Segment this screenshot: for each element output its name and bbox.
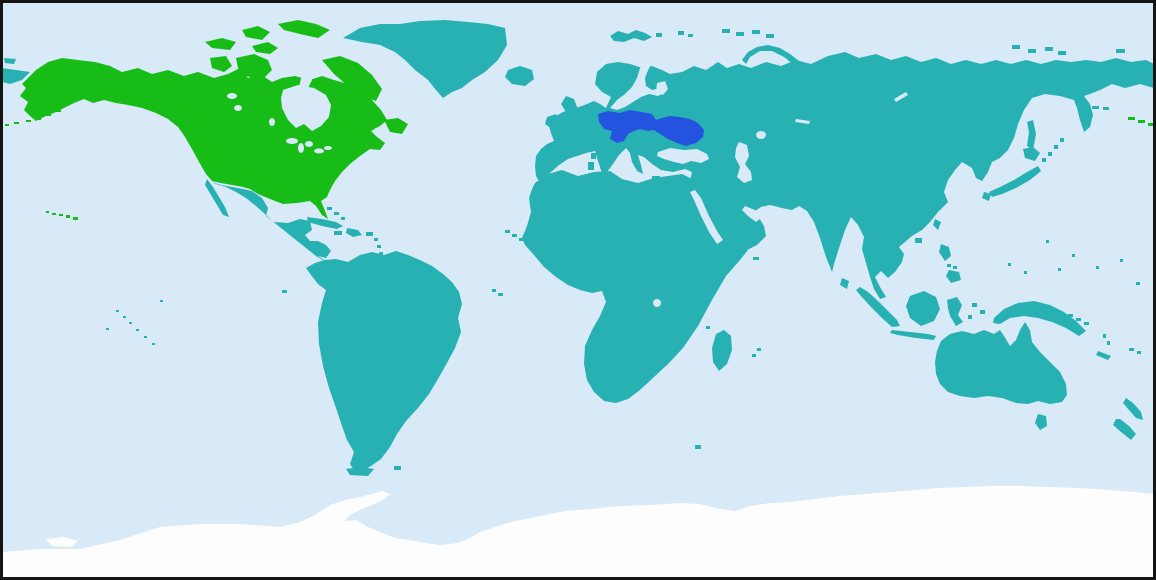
lake-erie (314, 148, 324, 154)
sumatra (856, 287, 900, 327)
greenland (343, 20, 507, 98)
sakhalin (1027, 120, 1036, 150)
chukotka-left-edge (2, 68, 30, 84)
new-zealand-north (1123, 398, 1143, 420)
japan-kyushu (982, 192, 991, 201)
baffin-island (322, 56, 382, 101)
lake-victoria (653, 299, 661, 307)
antarctic-island (46, 537, 78, 547)
gulf-of-st-lawrence (374, 125, 387, 136)
aral-sea (756, 131, 766, 139)
lake-huron (305, 141, 313, 147)
arctic-islands (656, 29, 1125, 55)
antarctica-group (2, 486, 1154, 578)
lake-balkhash (795, 119, 810, 124)
mexico-central-america (212, 182, 352, 272)
taiwan-hainan (915, 219, 941, 243)
blue-region-group (598, 110, 704, 146)
hudson-bay (281, 72, 331, 131)
new-zealand-south (1113, 419, 1136, 440)
japan-honshu (989, 166, 1041, 197)
white-sea (656, 81, 668, 95)
inland-water-group (227, 57, 908, 307)
germany-poland-ukraine (598, 110, 704, 146)
borneo (906, 291, 940, 326)
persian-gulf (742, 206, 761, 222)
lake-baikal (894, 92, 908, 102)
great-slave-lake (234, 105, 242, 111)
new-guinea (993, 301, 1086, 336)
atlantic-island-specks (492, 230, 523, 296)
south-america (306, 251, 462, 471)
sulawesi (947, 297, 963, 326)
baltic-sea (610, 57, 666, 110)
canadian-arctic-islands (205, 20, 330, 100)
japan-hokkaido (1023, 147, 1040, 161)
sri-lanka (840, 278, 849, 289)
antarctica (2, 486, 1154, 578)
newfoundland (384, 118, 408, 134)
lake-ontario (324, 146, 332, 150)
black-sea (657, 148, 709, 164)
falkland-islands (394, 466, 401, 470)
australia (935, 322, 1067, 404)
lake-superior (286, 138, 298, 144)
tasmania (1035, 414, 1047, 430)
java (890, 330, 936, 340)
iceland (505, 66, 534, 86)
lake-michigan (298, 143, 304, 153)
red-sea (690, 190, 723, 244)
philippines (939, 244, 961, 283)
caspian-sea (735, 142, 752, 183)
hawaii-islands (46, 211, 78, 220)
africa (522, 170, 748, 403)
madagascar (712, 330, 732, 371)
svalbard (610, 30, 652, 42)
eurasia (535, 52, 1154, 299)
mediterranean-islands (588, 153, 660, 181)
tierra-del-fuego (346, 467, 374, 476)
hispaniola (346, 228, 362, 237)
novaya-zemlya (742, 45, 799, 65)
baja-california (205, 179, 229, 217)
cuba (307, 217, 343, 229)
lake-winnipeg (269, 118, 275, 126)
land-group (2, 20, 1154, 476)
great-bear-lake (227, 93, 237, 99)
melanesia-specks (1068, 314, 1141, 360)
kuril-islands (1042, 138, 1064, 162)
